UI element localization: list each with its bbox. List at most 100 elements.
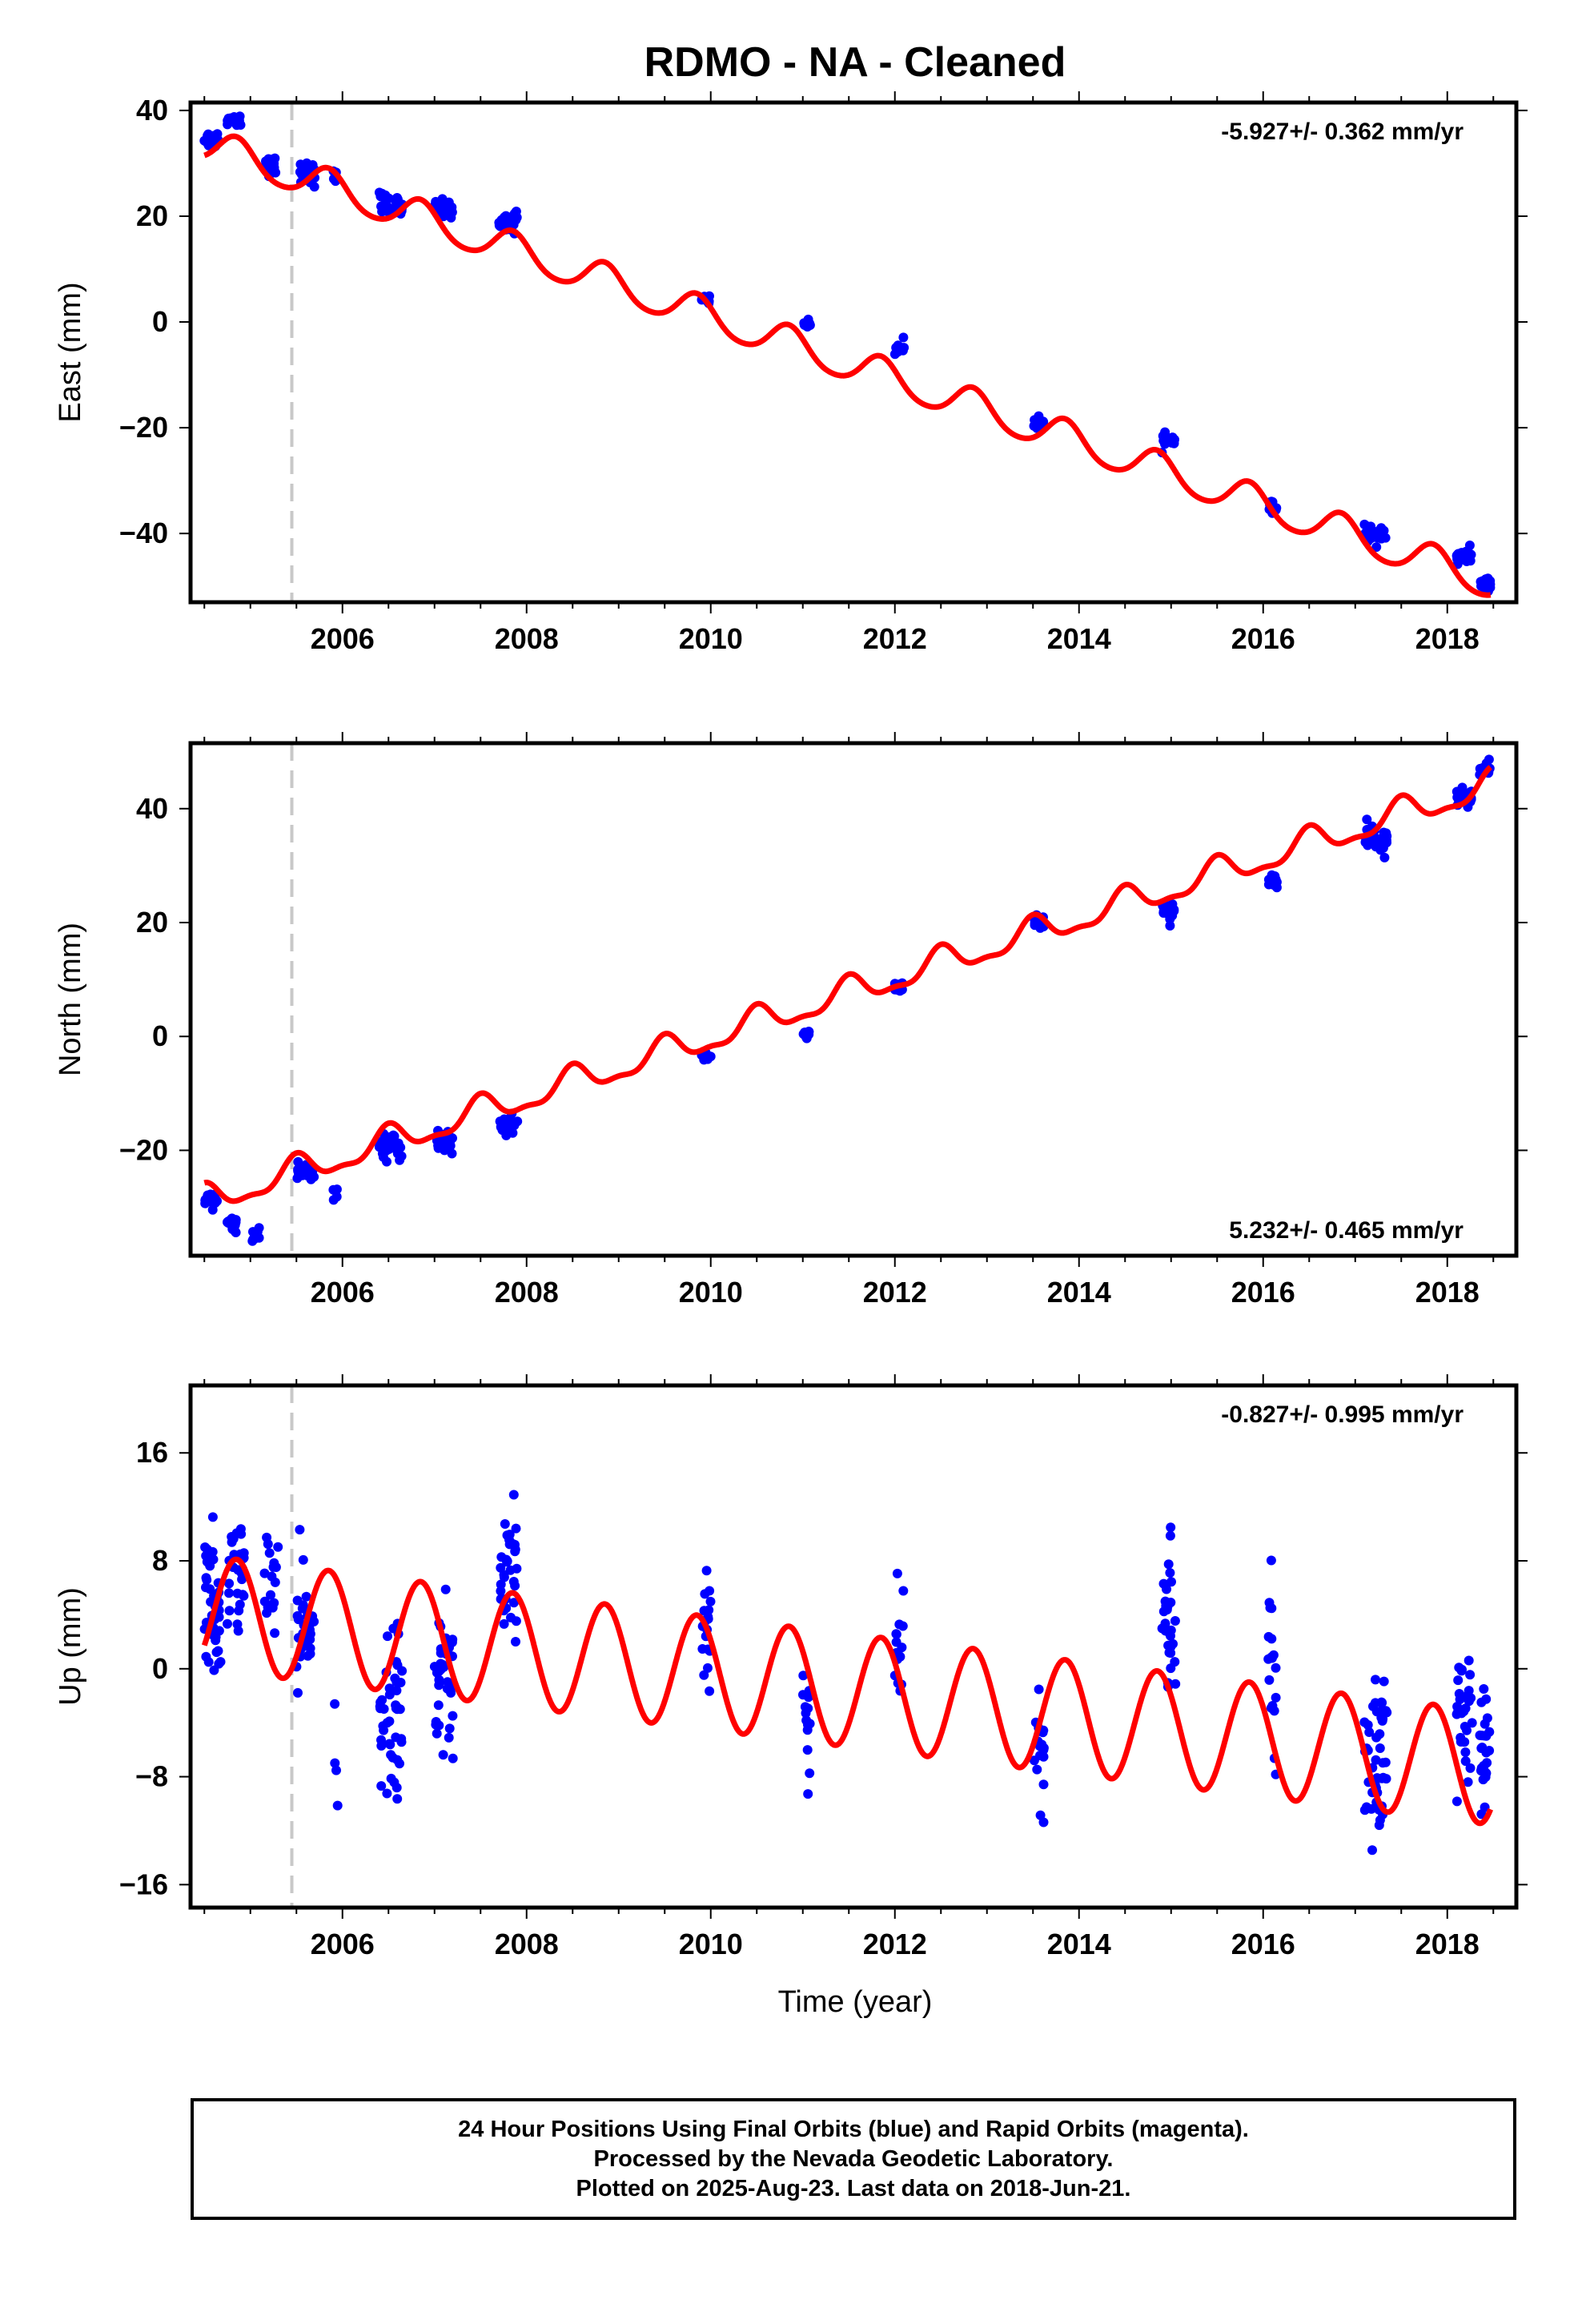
data-point bbox=[303, 1651, 313, 1661]
y-tick-label: −40 bbox=[119, 517, 168, 549]
data-point bbox=[498, 1116, 508, 1126]
data-point bbox=[447, 207, 457, 217]
data-point bbox=[1158, 1578, 1169, 1589]
data-point bbox=[390, 1673, 400, 1683]
data-point bbox=[1476, 1809, 1487, 1819]
data-point bbox=[211, 1647, 222, 1658]
data-point bbox=[438, 1750, 448, 1760]
data-point bbox=[1170, 1657, 1180, 1667]
y-tick-label: −8 bbox=[135, 1760, 168, 1793]
data-point bbox=[897, 1621, 908, 1631]
data-point bbox=[383, 1631, 392, 1642]
data-point bbox=[1157, 1623, 1167, 1634]
data-point bbox=[1166, 434, 1176, 444]
data-point bbox=[512, 1563, 522, 1574]
data-point bbox=[496, 1562, 506, 1573]
data-point bbox=[203, 1657, 214, 1667]
data-point bbox=[396, 1151, 407, 1161]
data-point bbox=[208, 1554, 219, 1565]
data-point bbox=[1478, 1775, 1488, 1785]
data-point bbox=[1476, 1697, 1487, 1707]
data-point bbox=[432, 1728, 442, 1739]
data-point bbox=[502, 1557, 512, 1567]
data-point bbox=[376, 1781, 387, 1791]
data-point bbox=[1367, 1845, 1377, 1856]
data-point bbox=[1266, 1555, 1276, 1566]
data-point bbox=[1170, 1679, 1181, 1689]
data-point bbox=[1267, 1652, 1277, 1663]
data-point bbox=[1371, 1675, 1380, 1685]
data-point bbox=[803, 1719, 813, 1730]
data-point bbox=[495, 221, 505, 231]
data-point bbox=[805, 1768, 815, 1779]
data-point bbox=[1264, 1675, 1275, 1685]
data-point bbox=[231, 1228, 241, 1237]
data-point bbox=[1479, 1731, 1489, 1741]
data-point bbox=[703, 1663, 713, 1673]
data-point bbox=[267, 1602, 278, 1613]
data-point bbox=[1165, 1530, 1175, 1541]
data-point bbox=[1166, 1522, 1176, 1533]
x-tick-label: 2018 bbox=[1415, 1928, 1480, 1960]
data-point bbox=[380, 198, 391, 208]
data-point bbox=[1484, 754, 1494, 765]
data-point bbox=[1371, 1707, 1382, 1717]
x-tick-label: 2012 bbox=[863, 1928, 927, 1960]
plot-area bbox=[199, 103, 1496, 602]
data-point bbox=[801, 1029, 811, 1039]
data-point bbox=[508, 219, 519, 230]
data-point bbox=[699, 1055, 709, 1065]
data-point bbox=[1379, 525, 1389, 536]
panel-frame bbox=[188, 1383, 1519, 1910]
data-point bbox=[440, 1145, 450, 1156]
data-point bbox=[511, 1523, 521, 1534]
data-point bbox=[1375, 1743, 1385, 1753]
x-tick-label: 2012 bbox=[863, 1276, 927, 1309]
data-point bbox=[386, 1773, 396, 1783]
data-point bbox=[500, 1519, 510, 1529]
data-point bbox=[227, 1537, 237, 1547]
data-point bbox=[375, 1703, 385, 1714]
data-point bbox=[435, 1676, 445, 1687]
data-point bbox=[224, 1578, 235, 1589]
data-point bbox=[446, 1687, 456, 1698]
data-point bbox=[499, 1618, 509, 1629]
rate-label: 5.232+/- 0.465 mm/yr bbox=[1229, 1217, 1464, 1244]
data-point bbox=[699, 1606, 709, 1616]
x-tick-label: 2016 bbox=[1231, 1928, 1295, 1960]
data-point bbox=[232, 1619, 243, 1630]
data-point bbox=[800, 320, 810, 330]
data-point bbox=[500, 211, 511, 221]
data-point bbox=[205, 1584, 215, 1594]
data-point bbox=[898, 332, 909, 343]
data-point bbox=[1270, 879, 1280, 889]
x-axis-label: Time (year) bbox=[778, 1985, 933, 2019]
data-point bbox=[1263, 1631, 1274, 1642]
data-point bbox=[385, 1739, 396, 1750]
data-point bbox=[234, 1606, 244, 1616]
plot-area bbox=[199, 1385, 1495, 1908]
data-point bbox=[1168, 1638, 1178, 1649]
y-axis-label: North (mm) bbox=[54, 923, 87, 1076]
data-point bbox=[508, 1598, 519, 1608]
data-point bbox=[332, 1800, 343, 1811]
data-point bbox=[293, 1614, 303, 1625]
data-point bbox=[201, 1573, 211, 1583]
data-point bbox=[1381, 1774, 1391, 1784]
data-point bbox=[1464, 1655, 1474, 1666]
data-point bbox=[431, 1719, 441, 1730]
data-point bbox=[1465, 1670, 1476, 1680]
data-point bbox=[1362, 837, 1372, 847]
data-point bbox=[444, 1732, 454, 1743]
x-tick-label: 2006 bbox=[311, 1276, 375, 1309]
data-point bbox=[508, 1577, 519, 1586]
data-point bbox=[1460, 1756, 1471, 1767]
data-point bbox=[264, 1548, 275, 1558]
north-panel: 2006 2008 2010 2012 2014 2016 2018 40 20 0 −20 Nort… bbox=[54, 732, 1528, 1309]
caption-line: 24 Hour Positions Using Final Orbits (bl… bbox=[458, 2116, 1249, 2142]
data-point bbox=[1032, 1764, 1042, 1775]
data-point bbox=[270, 153, 280, 163]
data-point bbox=[496, 1579, 506, 1590]
x-tick-label: 2010 bbox=[679, 1276, 743, 1309]
data-point bbox=[1035, 1751, 1045, 1761]
